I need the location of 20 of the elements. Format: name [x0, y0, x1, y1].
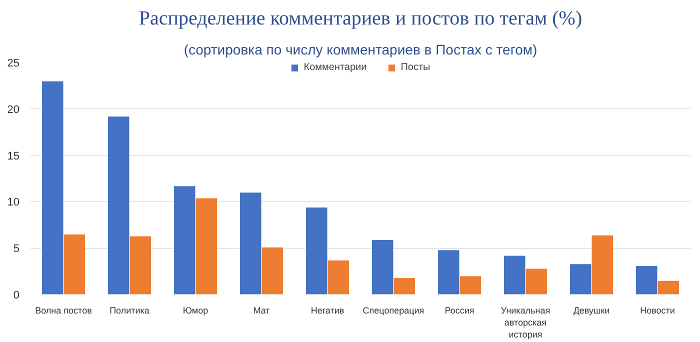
y-tick-label: 25	[7, 58, 20, 70]
y-tick-label: 10	[7, 196, 20, 209]
y-tick-label: 15	[7, 150, 20, 162]
x-tick-label: Юмор	[182, 306, 208, 316]
y-tick-label: 20	[7, 104, 20, 116]
y-tick-label: 0	[13, 290, 20, 302]
legend-label: Посты	[400, 62, 430, 73]
x-tick-label: Волна постов	[35, 306, 92, 316]
x-tick-label: Девушки	[573, 306, 610, 316]
x-tick-label: Уникальная авторская история	[500, 306, 550, 340]
y-tick-label: 5	[13, 243, 20, 256]
x-tick-label: Политика	[110, 306, 150, 316]
x-tick-label: Новости	[640, 306, 675, 316]
legend-label: Комментарии	[304, 62, 367, 73]
chart-subtitle: (сортировка по числу комментариев в Постах с тегом)	[184, 42, 538, 58]
x-tick-label: Мат	[253, 306, 270, 316]
x-tick-label: Россия	[444, 306, 474, 316]
x-tick-label: Негатив	[310, 306, 344, 316]
x-tick-label: Спецоперация	[362, 306, 424, 316]
chart-title: Распределение комментариев и постов по тегам (%)	[138, 8, 582, 30]
